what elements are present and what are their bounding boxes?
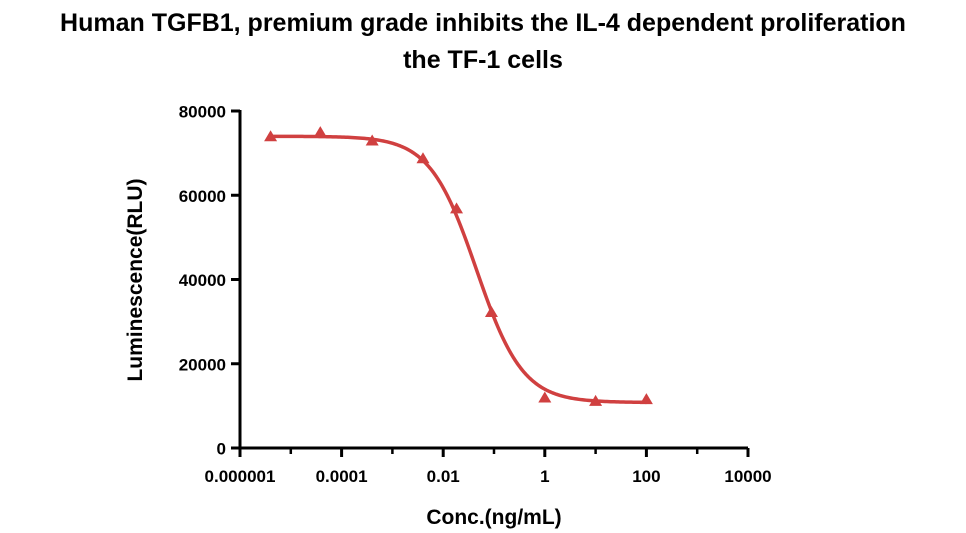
axes: 0 20000 40000 60000 80000 0.000001 0.0001 0.01 1…	[179, 103, 772, 487]
data-point	[313, 126, 327, 138]
x-axis-label: Conc.(ng/mL)	[426, 506, 561, 529]
x-tick-label: 100	[632, 467, 660, 486]
y-tick-label: 0	[217, 440, 226, 459]
chart-title-line-1: Human TGFB1, premium grade inhibits the …	[60, 9, 906, 37]
data-point	[589, 394, 603, 406]
fit-curve	[270, 134, 647, 405]
x-tick-label: 1	[540, 467, 549, 486]
data-point	[639, 393, 653, 405]
y-tick-label: 40000	[179, 271, 226, 290]
y-tick-label: 60000	[179, 187, 226, 206]
y-tick-label: 20000	[179, 355, 226, 374]
fit-curve-layer	[270, 134, 647, 405]
x-tick-label: 0.01	[427, 467, 460, 486]
y-tick-label: 80000	[179, 103, 226, 122]
data-point	[365, 134, 379, 146]
chart-title-line-2: the TF-1 cells	[403, 46, 563, 74]
x-tick-label: 0.0001	[316, 467, 368, 486]
data-point	[416, 152, 430, 164]
data-point	[484, 305, 498, 317]
data-point	[450, 202, 464, 214]
data-points-layer	[264, 126, 653, 406]
x-tick-label: 0.000001	[205, 467, 276, 486]
data-point	[264, 130, 278, 142]
x-tick-label: 10000	[724, 467, 771, 486]
y-axis-label: Luminescence(RLU)	[124, 178, 147, 381]
data-point	[538, 391, 552, 403]
